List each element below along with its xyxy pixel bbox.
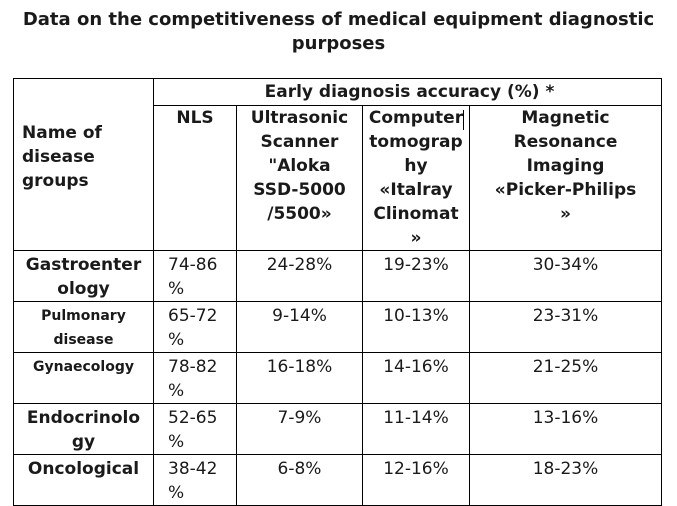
title-line-2: purposes xyxy=(291,33,386,54)
ultrasonic-header-line-5: /5500» xyxy=(267,204,332,224)
ultrasonic-header-line-1: Ultrasonic xyxy=(250,108,349,128)
ultrasonic-cell: 7-9% xyxy=(236,403,363,455)
row-name-line-1: Pulmonary xyxy=(41,308,126,324)
mri-cell: 30-34% xyxy=(469,250,662,302)
mri-header-line-4: «Picker-Philips xyxy=(494,180,637,200)
mri-header-line-3: Imaging xyxy=(526,156,605,176)
nls-header: NLS xyxy=(153,105,237,251)
row-name-line-2: disease xyxy=(53,332,114,348)
header-row-2: NLS Ultrasonic Scanner "Aloka SSD-5000 /… xyxy=(14,105,662,251)
ct-header-line-4: «Italray xyxy=(379,180,453,200)
ct-cell: 12-16% xyxy=(362,454,470,506)
name-header-cell: Name of disease groups xyxy=(13,78,154,251)
ultrasonic-header: Ultrasonic Scanner "Aloka SSD-5000 /5500… xyxy=(236,105,363,251)
ct-header-line-6: » xyxy=(410,228,422,248)
nls-value-line-1: 74-86 xyxy=(168,255,218,275)
mri-cell: 21-25% xyxy=(469,352,662,404)
text-cursor xyxy=(463,110,464,130)
name-header-line-2: disease xyxy=(22,146,95,167)
nls-cell: 52-65 % xyxy=(153,403,237,455)
ultrasonic-header-line-4: SSD-5000 xyxy=(253,180,346,200)
ct-header-line-5: Clinomat xyxy=(373,204,459,224)
row-name-line-2: gy xyxy=(71,432,96,452)
row-name-cell: Gynaecology xyxy=(13,352,154,404)
name-header-line-1: Name of xyxy=(22,122,102,143)
group-header-cell: Early diagnosis accuracy (%) * xyxy=(153,78,662,106)
ct-cell: 11-14% xyxy=(362,403,470,455)
mri-header-line-2: Resonance xyxy=(513,132,618,152)
ct-header-line-2: tomograp xyxy=(369,132,463,152)
competitiveness-table: Name of disease groups Early diagnosis a… xyxy=(13,78,662,506)
mri-header-line-1: Magnetic xyxy=(521,108,610,128)
row-name-line-2: ology xyxy=(57,279,110,299)
ultrasonic-cell: 6-8% xyxy=(236,454,363,506)
table-row: Gynaecology 78-82 % 16-18% 14-16% 21-25% xyxy=(13,352,662,404)
nls-cell: 74-86 % xyxy=(153,250,237,302)
nls-cell: 65-72 % xyxy=(153,301,237,353)
nls-value-line-1: 78-82 xyxy=(168,357,218,377)
nls-value-line-2: % xyxy=(168,330,185,350)
row-name-line-1: Gynaecology xyxy=(32,359,134,375)
ct-header-line-1: Computer xyxy=(368,108,464,128)
ultrasonic-cell: 16-18% xyxy=(236,352,363,404)
ultrasonic-cell: 9-14% xyxy=(236,301,363,353)
nls-value-line-1: 65-72 xyxy=(168,306,218,326)
nls-value-line-1: 52-65 xyxy=(168,408,218,428)
table-row: Oncological 38-42 % 6-8% 12-16% 18-23% xyxy=(13,454,662,506)
mri-cell: 13-16% xyxy=(469,403,662,455)
table-row: Gastroenter ology 74-86 % 24-28% 19-23% … xyxy=(13,250,662,302)
ct-header: Computer tomograp hy «Italray Clinomat » xyxy=(362,105,470,251)
nls-value-line-2: % xyxy=(168,432,185,452)
mri-cell: 18-23% xyxy=(469,454,662,506)
nls-cell: 78-82 % xyxy=(153,352,237,404)
row-name-cell: Oncological xyxy=(13,454,154,506)
ultrasonic-cell: 24-28% xyxy=(236,250,363,302)
nls-value-line-1: 38-42 xyxy=(168,459,218,479)
row-name-line-1: Endocrinolo xyxy=(26,408,141,428)
row-name-line-1: Oncological xyxy=(27,459,140,479)
ultrasonic-header-line-2: Scanner xyxy=(260,132,339,152)
nls-value-line-2: % xyxy=(168,279,185,299)
ct-cell: 14-16% xyxy=(362,352,470,404)
document-title: Data on the competitiveness of medical e… xyxy=(0,8,677,56)
name-header-line-3: groups xyxy=(22,170,89,191)
ct-header-line-3: hy xyxy=(404,156,428,176)
mri-header-line-5: » xyxy=(560,204,571,224)
row-name-cell: Pulmonary disease xyxy=(13,301,154,353)
nls-value-line-2: % xyxy=(168,483,185,503)
row-name-line-1: Gastroenter xyxy=(25,255,142,275)
table-row: Pulmonary disease 65-72 % 9-14% 10-13% 2… xyxy=(13,301,662,353)
ct-cell: 19-23% xyxy=(362,250,470,302)
ct-cell: 10-13% xyxy=(362,301,470,353)
row-name-cell: Endocrinolo gy xyxy=(13,403,154,455)
mri-cell: 23-31% xyxy=(469,301,662,353)
ultrasonic-header-line-3: "Aloka xyxy=(268,156,331,176)
nls-value-line-2: % xyxy=(168,381,185,401)
title-line-1: Data on the competitiveness of medical e… xyxy=(22,9,655,30)
nls-cell: 38-42 % xyxy=(153,454,237,506)
header-row-1: Name of disease groups Early diagnosis a… xyxy=(13,78,662,251)
row-name-cell: Gastroenter ology xyxy=(13,250,154,302)
table-row: Endocrinolo gy 52-65 % 7-9% 11-14% 13-16… xyxy=(13,403,662,455)
mri-header: Magnetic Resonance Imaging «Picker-Phili… xyxy=(469,105,662,251)
nls-header-line-1: NLS xyxy=(176,108,214,128)
